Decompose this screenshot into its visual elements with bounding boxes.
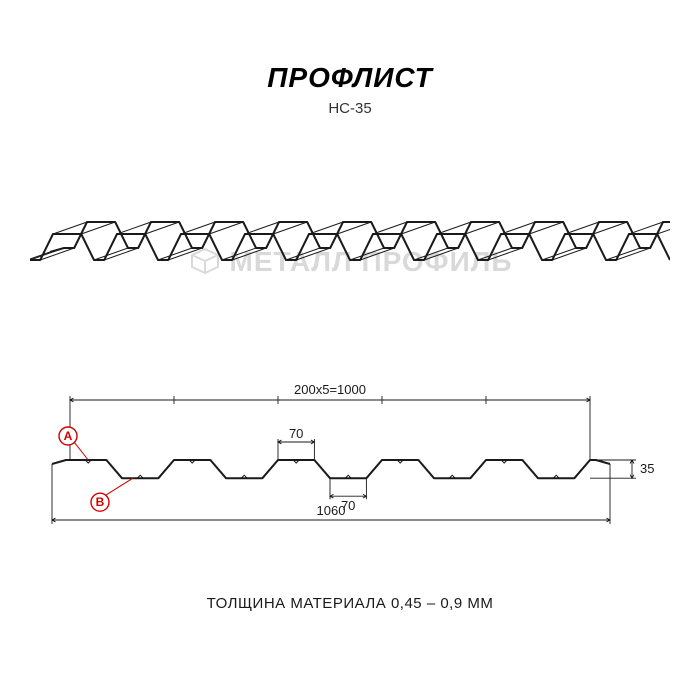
page-title: ПРОФЛИСТ bbox=[0, 62, 700, 94]
isometric-view bbox=[30, 170, 670, 310]
dimension-bottom-flat: 70 bbox=[341, 498, 355, 513]
material-thickness-note: ТОЛЩИНА МАТЕРИАЛА 0,45 – 0,9 ММ bbox=[0, 595, 700, 612]
profile-outline bbox=[52, 460, 610, 478]
page-subtitle: НС-35 bbox=[0, 100, 700, 117]
dimension-top-flat: 70 bbox=[289, 426, 303, 441]
svg-text:A: A bbox=[64, 429, 73, 443]
dimension-height: 35 bbox=[640, 461, 654, 476]
dimension-pitch: 200x5=1000 bbox=[294, 382, 366, 397]
svg-text:B: B bbox=[96, 495, 105, 509]
cross-section-drawing: 200x5=10001060707035AB bbox=[40, 370, 660, 540]
